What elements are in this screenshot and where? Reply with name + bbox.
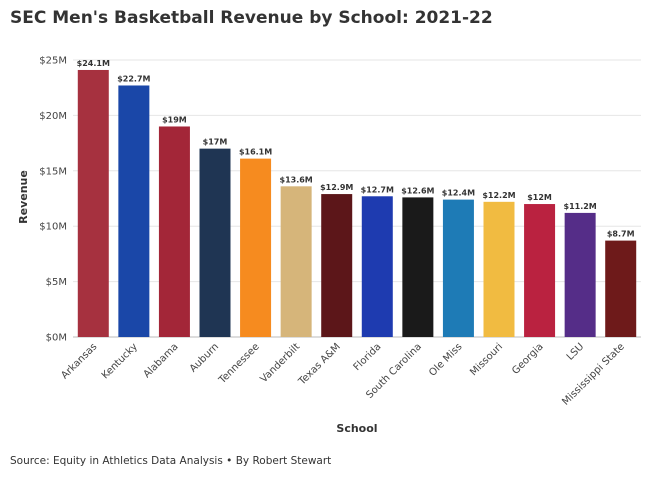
chart-title: SEC Men's Basketball Revenue by School: … [10,8,493,28]
y-tick-label: $0M [46,333,67,344]
x-axis-ticks: Arkansas Kentucky Alabama AuburnTennesseeVa… [59,341,626,407]
data-label: $19M [162,115,187,124]
data-label: $16.1M [239,148,272,157]
data-labels: $24.1M $22.7M $19M $17M $16.1M $13.6M $12.9M $1… [77,59,635,239]
y-tick-label: $20M [39,111,67,122]
data-label: $12.2M [482,191,515,200]
y-tick-label: $15M [39,166,67,177]
bars [77,69,637,338]
x-tick-label: Alabama [142,341,181,380]
bar-alabama [158,126,190,337]
grid-lines [73,59,641,338]
x-axis-title: School [336,422,377,435]
x-tick-label: Missouri [468,341,505,378]
bar-missouri [483,201,515,337]
y-axis-ticks: $0M $5M $10M $15M $20M $25M [39,56,67,344]
x-tick-label: Ole Miss [427,341,464,378]
data-label: $8.7M [607,230,635,239]
bar-auburn [199,148,231,337]
bar-south-carolina [402,197,434,337]
x-tick-label: Auburn [188,341,221,374]
x-tick-label: Vanderbilt [258,341,302,385]
x-tick-label: Arkansas [59,341,99,381]
y-tick-label: $5M [46,277,67,288]
bar-florida [361,196,393,337]
x-tick-label: Kentucky [100,341,140,381]
data-label: $24.1M [77,59,110,68]
x-tick-label: Texas A&M [296,341,343,388]
data-label: $17M [203,138,228,147]
data-label: $13.6M [280,175,313,184]
x-tick-label: Tennessee [216,341,261,386]
y-tick-label: $25M [39,56,67,67]
data-label: $12.9M [320,183,353,192]
bar-georgia [524,204,556,337]
x-tick-label: LSU [565,341,586,362]
bar-ole-miss [442,199,474,337]
bar-lsu [564,212,596,337]
data-label: $12.4M [442,189,475,198]
bar-arkansas [77,69,109,338]
data-label: $22.7M [117,74,150,83]
data-label: $11.2M [564,202,597,211]
bar-vanderbilt [280,186,312,337]
data-label: $12.7M [361,185,394,194]
y-axis-title: Revenue [17,170,30,224]
bar-mississippi-state [605,240,637,337]
source-note: Source: Equity in Athletics Data Analysi… [10,455,332,467]
bar-texas-a-m [321,194,353,337]
data-label: $12.6M [401,186,434,195]
bar-kentucky [118,85,150,337]
x-tick-label: Florida [352,341,384,373]
y-tick-label: $10M [39,222,67,233]
x-tick-label: Georgia [510,341,546,377]
bar-tennessee [240,158,272,337]
data-label: $12M [527,193,552,202]
